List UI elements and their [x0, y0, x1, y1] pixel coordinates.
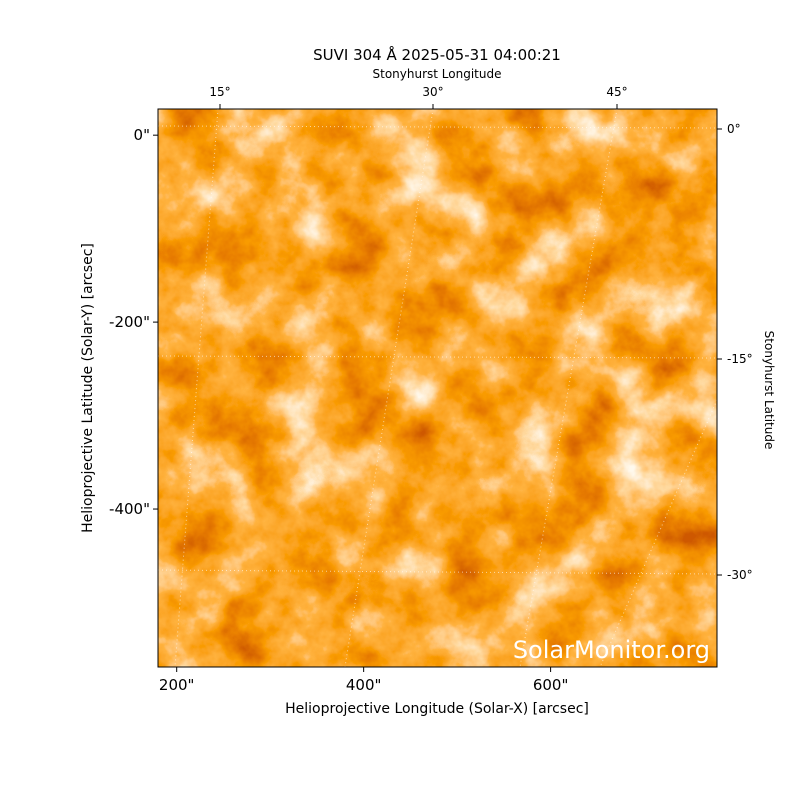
solar-image [158, 109, 717, 667]
x-axis-label: Helioprojective Longitude (Solar-X) [arc… [285, 701, 589, 717]
y-tick-label: 0" [134, 126, 150, 144]
x-tick-label: 600" [533, 676, 569, 694]
top-tick-label: 45° [606, 85, 627, 99]
x-tick-label: 200" [159, 676, 195, 694]
top-tick-label: 30° [422, 85, 443, 99]
x-tick-label: 400" [346, 676, 382, 694]
right-tick-label: 0° [727, 122, 741, 136]
plot-frame [157, 108, 718, 668]
y-tick-label: -400" [109, 500, 150, 518]
right-tick-label: -30° [727, 568, 753, 582]
stonyhurst-grid [158, 109, 717, 667]
y-tick-label: -200" [109, 313, 150, 331]
top-tick-label: 15° [209, 85, 230, 99]
watermark: SolarMonitor.org [513, 636, 710, 664]
right-tick-label: -15° [727, 352, 753, 366]
y-axis-label: Helioprojective Latitude (Solar-Y) [arcs… [80, 243, 96, 533]
top-axis-label: Stonyhurst Longitude [373, 67, 502, 81]
right-axis-label: Stonyhurst Latitude [762, 331, 776, 450]
chart-title: SUVI 304 Å 2025-05-31 04:00:21 [313, 45, 561, 64]
